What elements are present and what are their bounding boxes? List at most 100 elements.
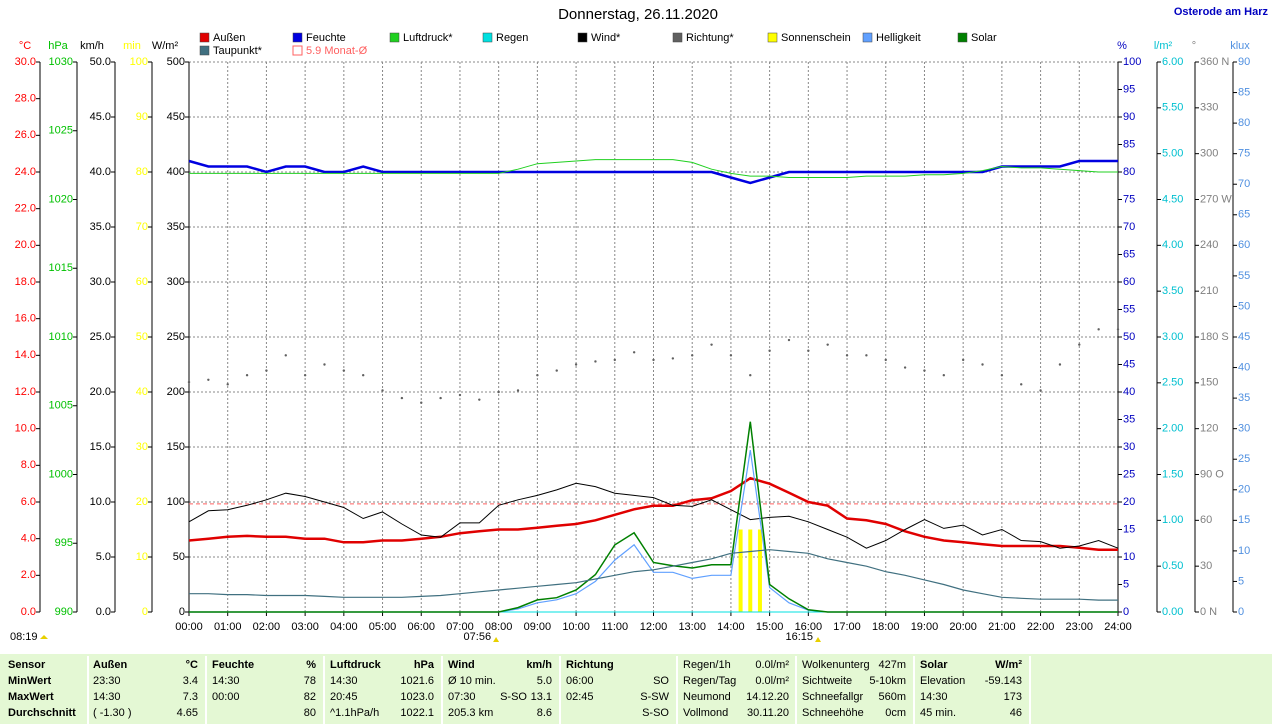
table-cell: SO [653,675,669,687]
legend-label: 5.9 Monat-Ø [306,45,368,57]
table-cell: Feuchte [212,659,254,671]
y-tick-label: 5 [1238,575,1244,587]
direction-dot [265,369,268,372]
x-tick-label: 11:00 [601,621,628,633]
direction-dot [226,383,229,386]
direction-dot [342,369,346,372]
x-tick-label: 14:00 [717,621,745,633]
y-tick-label: 45 [1238,331,1250,343]
direction-dot [1097,328,1100,331]
table-cell: 23:30 [93,675,121,687]
y-tick-label: 100 [167,496,185,508]
direction-dot [594,360,597,363]
y-tick-label: 30 [1238,423,1250,435]
legend-swatch [957,32,968,43]
table-cell: Durchschnitt [8,707,76,719]
y-tick-label: 40.0 [90,166,111,178]
x-tick-label: 24:00 [1104,621,1132,633]
direction-dot [903,366,907,369]
axis-unit: % [1117,40,1127,52]
table-cell: 173 [1004,691,1022,703]
x-tick-label: 21:00 [988,621,1016,633]
direction-dot [632,351,636,354]
legend-label: Richtung* [686,32,734,44]
table-cell: Sichtweite [802,675,852,687]
y-tick-label: 6.00 [1162,56,1183,68]
sun-marker [815,637,822,642]
y-tick-label: 2.0 [21,569,36,581]
y-tick-label: 0.00 [1162,606,1183,618]
y-tick-label: 10.0 [15,423,36,435]
y-tick-label: 60 [1238,239,1250,251]
table-cell: °C [186,659,198,671]
axis-unit: °C [19,40,31,52]
sun-marker [40,635,48,639]
table-cell: Schneehöhe [802,707,864,719]
direction-dot [284,354,287,357]
direction-dot [1039,389,1042,392]
table-cell: Sensor [8,659,46,671]
y-tick-label: 150 [1200,377,1218,389]
x-tick-label: 18:00 [872,621,900,633]
y-tick-label: 16.0 [15,313,36,325]
table-cell: 560m [878,691,906,703]
y-tick-label: 1.50 [1162,468,1183,480]
table-cell: 1023.0 [400,691,434,703]
direction-dot [1058,363,1062,366]
x-tick-label: 00:00 [175,621,203,633]
y-tick-label: 75 [1238,148,1250,160]
y-tick-label: 50 [173,551,185,563]
x-tick-label: 03:00 [291,621,319,633]
direction-dot [807,349,810,352]
y-tick-label: 400 [167,166,185,178]
y-tick-label: 60 [1200,514,1212,526]
table-cell: 14:30 [920,691,948,703]
direction-dot [845,354,849,357]
legend-swatch [389,32,400,43]
table-cell: Regen/1h [683,659,731,671]
y-tick-label: 30.0 [15,56,36,68]
y-tick-label: 18.0 [15,276,36,288]
direction-dot [691,354,694,357]
y-tick-label: 40 [136,386,148,398]
y-tick-label: 25 [1238,453,1250,465]
y-tick-label: 45.0 [90,111,111,123]
axis-unit: hPa [48,40,68,52]
y-tick-label: 990 [55,606,73,618]
y-tick-label: 5.00 [1162,148,1183,160]
table-cell: 1021.6 [400,675,434,687]
table-cell: hPa [414,659,435,671]
series-line [189,421,1118,613]
y-tick-label: 25.0 [90,331,111,343]
legend-label: Taupunkt* [213,45,263,57]
table-cell: 45 min. [920,707,956,719]
direction-dot [884,358,887,362]
x-tick-label: 09:00 [524,621,552,633]
table-cell: ( -1.30 ) [93,707,132,719]
y-tick-label: 10 [1123,551,1135,563]
y-tick-label: 6.0 [21,496,36,508]
y-tick-label: 25 [1123,468,1135,480]
y-tick-label: 0 [179,606,185,618]
direction-dot [207,378,210,381]
y-tick-label: 60 [1123,276,1135,288]
series-line [188,482,1119,549]
y-tick-label: 1010 [49,331,73,343]
direction-dot [652,358,655,362]
table-cell: 02:45 [566,691,594,703]
direction-dot [323,363,326,366]
table-cell: S-SO [500,691,527,703]
table-cell: 205.3 km [448,707,493,719]
table-cell: 14.12.20 [746,691,789,703]
y-tick-label: 35 [1123,413,1135,425]
direction-dot [420,401,423,404]
y-tick-label: 30 [1200,560,1212,572]
legend-swatch [862,32,873,43]
direction-dot [942,373,946,377]
table-cell: 0cm [885,707,906,719]
y-tick-label: 1000 [49,468,73,480]
x-tick-label: 04:00 [330,621,358,633]
y-tick-label: 100 [130,56,148,68]
sunshine-bar [757,529,762,612]
y-tick-label: 28.0 [15,93,36,105]
